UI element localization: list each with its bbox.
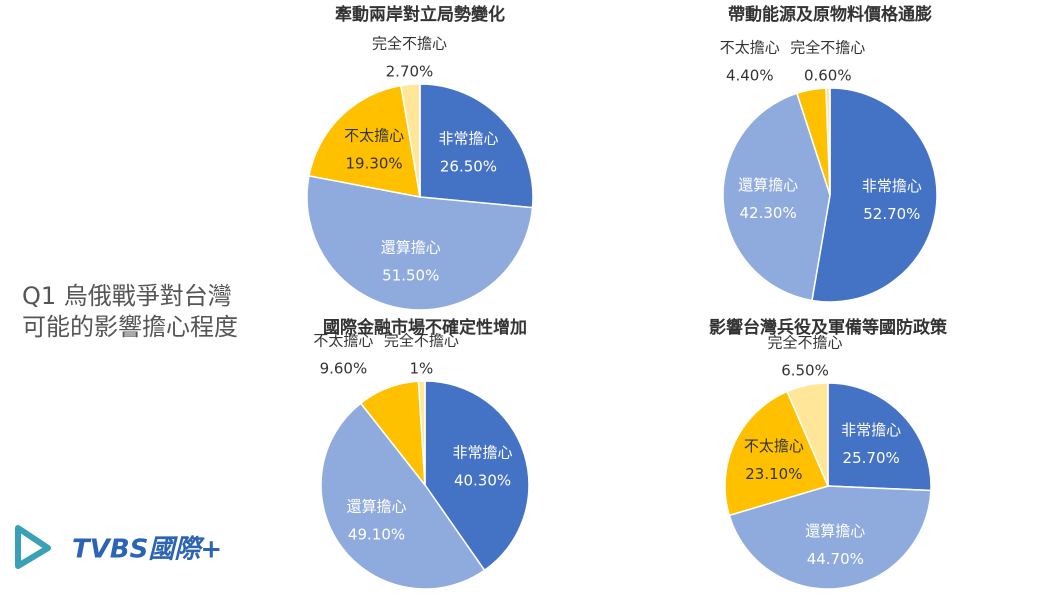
side-title: 可能的影響擔心程度 xyxy=(22,313,238,341)
pie-slice xyxy=(308,84,421,198)
slice-value: 40.30% xyxy=(454,471,511,489)
chart-title: 牽動兩岸對立局勢變化 xyxy=(335,4,505,25)
slice-category: 不太擔心 xyxy=(313,332,373,350)
chart-title: 國際金融市場不確定性增加 xyxy=(323,317,527,338)
slice-category: 還算擔心 xyxy=(347,497,407,515)
slice-value: 0.60% xyxy=(804,67,852,85)
slice-category: 完全不擔心 xyxy=(384,332,459,350)
slice-value: 4.40% xyxy=(726,67,774,85)
slice-value: 9.60% xyxy=(320,360,368,378)
slice-value: 52.70% xyxy=(863,205,920,223)
slice-value: 6.50% xyxy=(781,362,829,380)
side-title: Q1 烏俄戰爭對台灣 xyxy=(22,282,232,310)
slice-value: 25.70% xyxy=(843,449,900,467)
slice-category: 還算擔心 xyxy=(805,522,865,540)
pie-slice xyxy=(306,174,534,311)
pie-slice xyxy=(811,87,938,303)
pie-slice xyxy=(825,87,831,196)
logo: TVBS國際+ xyxy=(15,525,222,569)
chart-title: 影響台灣兵役及軍備等國防政策 xyxy=(709,317,948,338)
slice-category: 還算擔心 xyxy=(738,176,798,194)
slice-category: 非常擔心 xyxy=(438,129,498,147)
slice-value: 23.10% xyxy=(745,465,802,483)
chart-title: 帶動能源及原物料價格通膨 xyxy=(728,4,932,25)
pie-slice xyxy=(419,83,534,209)
slice-value: 26.50% xyxy=(440,157,497,175)
pie-slice xyxy=(320,402,486,590)
slice-value: 51.50% xyxy=(382,266,439,284)
slice-value: 49.10% xyxy=(348,525,405,543)
slice-value: 42.30% xyxy=(740,204,797,222)
pie-slice xyxy=(786,382,829,487)
slice-category: 不太擔心 xyxy=(344,127,404,145)
slice-category: 不太擔心 xyxy=(744,437,804,455)
pie-slice xyxy=(424,380,530,572)
slice-value: 44.70% xyxy=(807,550,864,568)
slice-category: 非常擔心 xyxy=(841,421,901,439)
pie-slice xyxy=(417,380,426,486)
logo-text: TVBS國際+ xyxy=(72,535,222,565)
pie-slice xyxy=(827,382,932,492)
pie-slice xyxy=(400,83,421,198)
slice-value: 2.70% xyxy=(386,63,434,81)
slice-category: 完全不擔心 xyxy=(790,39,865,57)
pie-slice xyxy=(728,485,932,590)
slice-value: 1% xyxy=(410,360,434,378)
slice-category: 非常擔心 xyxy=(862,177,922,195)
slice-value: 19.30% xyxy=(345,155,402,173)
slice-category: 還算擔心 xyxy=(381,238,441,256)
slice-category: 完全不擔心 xyxy=(768,334,843,352)
slice-category: 不太擔心 xyxy=(720,39,780,57)
logo-icon xyxy=(15,525,51,569)
pie-slice xyxy=(722,92,831,302)
slice-category: 完全不擔心 xyxy=(372,35,447,53)
slice-category: 非常擔心 xyxy=(453,443,513,461)
pie-slice xyxy=(724,390,830,517)
